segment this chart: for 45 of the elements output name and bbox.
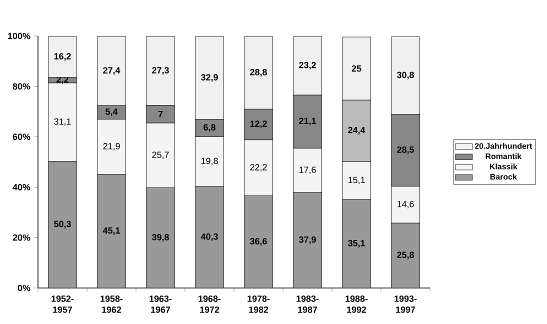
data-label: 22,2: [250, 164, 267, 172]
data-label: 27,4: [103, 67, 120, 75]
data-label: 25,7: [152, 152, 169, 160]
y-tick-label: 100%: [8, 32, 30, 40]
y-tick-label: 80%: [12, 83, 30, 90]
y-tick-label: 0%: [18, 284, 30, 292]
data-label: 17,6: [299, 166, 316, 174]
data-label: 25: [352, 65, 362, 72]
x-tick-label: 1983-1987: [296, 296, 319, 313]
data-label: 40,3: [200, 233, 218, 242]
data-label: 12,2: [250, 120, 267, 128]
data-label: 23,2: [299, 62, 316, 70]
data-label: 39,8: [152, 234, 169, 242]
y-tick-label: 60%: [12, 134, 30, 140]
data-label: 7: [158, 111, 163, 118]
x-tick-label: 1958-1962: [100, 296, 123, 313]
data-label: 16,2: [54, 53, 71, 61]
x-tick-label: 1993-1997: [394, 296, 417, 313]
data-label: 50,3: [54, 220, 71, 228]
x-tick-label: 1978-1982: [248, 296, 270, 313]
data-label: 45,1: [102, 227, 120, 235]
data-label: 6,8: [204, 124, 216, 132]
data-label: 27,3: [152, 67, 169, 75]
data-label: 15,1: [348, 176, 365, 184]
data-label: 31,1: [54, 118, 71, 126]
x-tick-label: 1963-1967: [150, 296, 172, 313]
data-label: 21,1: [299, 118, 316, 126]
x-tick-label: 1968-1972: [198, 296, 221, 313]
data-label: 30,8: [396, 72, 414, 80]
data-label: 32,9: [200, 74, 218, 82]
data-label: 28,5: [397, 146, 414, 154]
data-label: 37,9: [298, 236, 316, 244]
data-label: 28,8: [250, 68, 267, 77]
y-tick-label: 20%: [12, 234, 30, 241]
data-label: 21,9: [103, 143, 120, 150]
data-label: 14,6: [397, 200, 414, 208]
data-label: 35,1: [348, 240, 365, 248]
x-tick-label: 1952-1957: [52, 296, 74, 313]
data-label: 25,8: [397, 252, 414, 260]
data-label: 36,6: [250, 238, 267, 246]
data-label: 5,4: [106, 108, 118, 116]
y-tick-label: 40%: [12, 184, 30, 190]
data-label: 19,8: [201, 158, 218, 166]
x-tick-label: 1988-1992: [346, 296, 368, 313]
data-label: 24,4: [348, 126, 366, 135]
